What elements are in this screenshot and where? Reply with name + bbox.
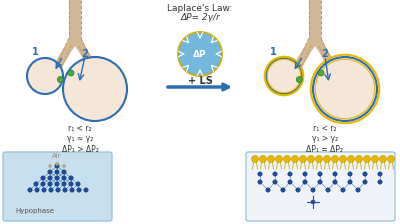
Circle shape [268, 155, 274, 162]
Circle shape [62, 182, 66, 186]
Circle shape [84, 188, 88, 192]
Text: + LS: + LS [188, 76, 212, 86]
Circle shape [356, 188, 360, 192]
Circle shape [41, 182, 45, 186]
Circle shape [296, 77, 302, 83]
Circle shape [284, 155, 290, 162]
Circle shape [62, 176, 66, 180]
Circle shape [332, 155, 338, 162]
Text: 1: 1 [270, 47, 276, 57]
Circle shape [363, 172, 367, 176]
Circle shape [281, 188, 285, 192]
Circle shape [311, 200, 315, 204]
Circle shape [55, 164, 59, 168]
Circle shape [266, 188, 270, 192]
Circle shape [34, 182, 38, 186]
Circle shape [41, 176, 45, 180]
Circle shape [308, 155, 314, 162]
Circle shape [48, 170, 52, 174]
Circle shape [48, 164, 52, 168]
Circle shape [63, 57, 127, 121]
Text: Air: Air [52, 153, 62, 159]
Circle shape [70, 188, 74, 192]
Circle shape [62, 170, 66, 174]
Polygon shape [295, 0, 335, 69]
Circle shape [296, 188, 300, 192]
Circle shape [55, 170, 59, 174]
Circle shape [348, 155, 354, 162]
Circle shape [48, 176, 52, 180]
Text: r₁ < r₂
γ₁ ≈ γ₂
ΔP₁ > ΔP₂: r₁ < r₂ γ₁ ≈ γ₂ ΔP₁ > ΔP₂ [62, 124, 98, 154]
Circle shape [76, 182, 80, 186]
Circle shape [55, 176, 59, 180]
Circle shape [56, 162, 58, 166]
Text: Laplace's Law:: Laplace's Law: [167, 4, 233, 13]
Circle shape [252, 155, 258, 162]
Circle shape [300, 155, 306, 162]
Circle shape [258, 172, 262, 176]
Circle shape [348, 180, 352, 184]
Circle shape [69, 176, 73, 180]
Circle shape [178, 32, 222, 76]
Text: 2: 2 [82, 49, 88, 59]
Circle shape [288, 180, 292, 184]
Circle shape [28, 188, 32, 192]
Circle shape [326, 188, 330, 192]
Circle shape [258, 180, 262, 184]
Circle shape [292, 155, 298, 162]
Circle shape [303, 172, 307, 176]
Circle shape [68, 70, 74, 76]
FancyBboxPatch shape [3, 152, 112, 221]
Circle shape [27, 58, 63, 94]
Circle shape [288, 172, 292, 176]
Text: ΔP: ΔP [193, 50, 207, 58]
Text: 2: 2 [322, 49, 328, 59]
Circle shape [303, 180, 307, 184]
Circle shape [333, 180, 337, 184]
Circle shape [69, 182, 73, 186]
Circle shape [318, 172, 322, 176]
Circle shape [273, 172, 277, 176]
Circle shape [273, 180, 277, 184]
Circle shape [378, 172, 382, 176]
Circle shape [266, 58, 302, 94]
Polygon shape [55, 0, 95, 69]
Circle shape [380, 155, 386, 162]
Circle shape [276, 155, 282, 162]
Circle shape [333, 172, 337, 176]
Text: ΔP= 2γ/r: ΔP= 2γ/r [180, 13, 220, 22]
Circle shape [260, 155, 266, 162]
Circle shape [42, 188, 46, 192]
Circle shape [311, 188, 315, 192]
Circle shape [318, 180, 322, 184]
Circle shape [341, 188, 345, 192]
Circle shape [63, 188, 67, 192]
Circle shape [363, 180, 367, 184]
Text: 1: 1 [32, 47, 38, 57]
Circle shape [340, 155, 346, 162]
Circle shape [57, 77, 63, 83]
Circle shape [48, 182, 52, 186]
Circle shape [324, 155, 330, 162]
Circle shape [364, 155, 370, 162]
Circle shape [35, 188, 39, 192]
Circle shape [348, 172, 352, 176]
Circle shape [55, 182, 59, 186]
FancyBboxPatch shape [246, 152, 395, 221]
Circle shape [356, 155, 362, 162]
Circle shape [62, 164, 66, 168]
Circle shape [316, 155, 322, 162]
Text: Hypophase: Hypophase [15, 208, 54, 214]
Circle shape [378, 180, 382, 184]
Circle shape [372, 155, 378, 162]
Circle shape [388, 155, 394, 162]
Text: r₁ < r₂
γ₁ > γ₂
ΔP₁ = ΔP₂: r₁ < r₂ γ₁ > γ₂ ΔP₁ = ΔP₂ [306, 124, 344, 154]
Circle shape [313, 57, 377, 121]
Circle shape [49, 188, 53, 192]
Circle shape [318, 70, 324, 76]
Circle shape [77, 188, 81, 192]
Circle shape [56, 188, 60, 192]
